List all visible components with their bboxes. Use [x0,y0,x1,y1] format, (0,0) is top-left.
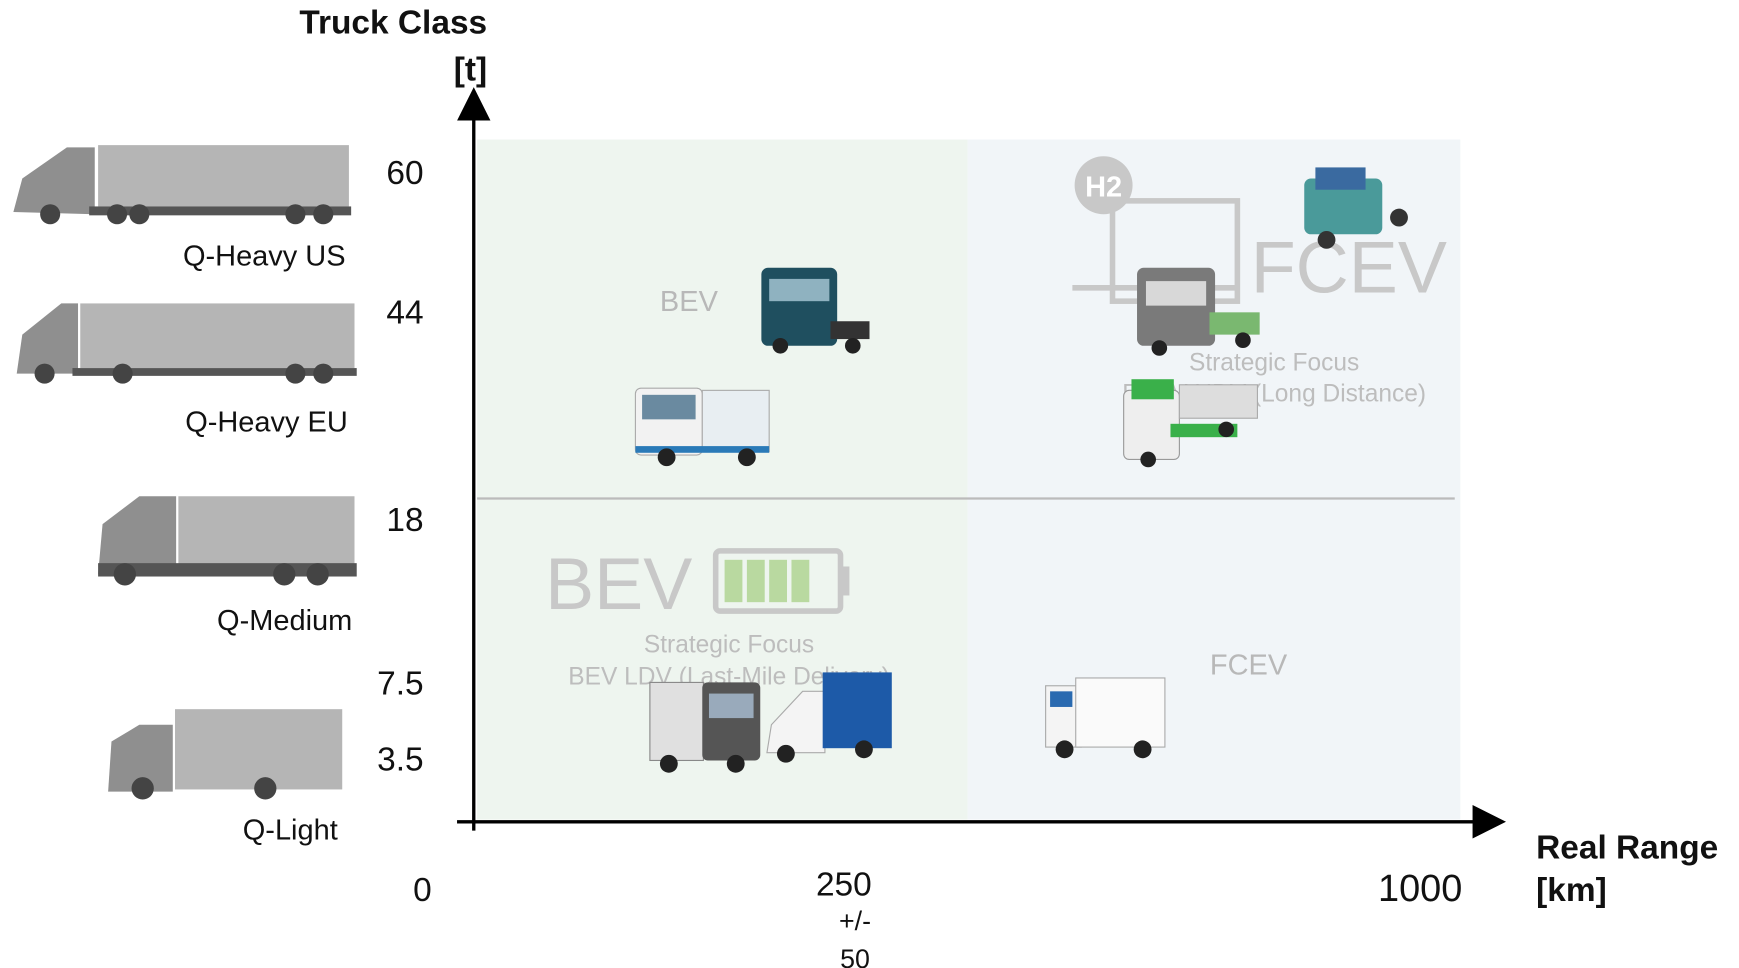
truck-icon [108,709,342,799]
page: {"y_axis": {"title": "Truck Class", "uni… [0,0,1739,968]
x-tick-tolerance: 50 [840,944,870,968]
truck-icon [13,145,351,224]
class-label: Q-Heavy US [183,241,346,273]
class-label: Q-Heavy EU [185,407,348,439]
truck-icon [17,303,357,383]
focus-title: Strategic Focus [1189,349,1359,376]
x-tick-label: 250 [816,866,872,903]
region-label: FCEV [1251,225,1447,308]
x-tick-label: 0 [413,872,432,909]
vehicle-icon [1046,678,1165,758]
y-axis-unit: [t] [454,51,487,88]
y-tick-label: 7.5 [377,666,423,703]
x-tick-tolerance: +/- [839,906,871,936]
y-tick-label: 3.5 [377,741,423,778]
vehicle-icon [650,682,760,772]
truck-icon [98,496,357,585]
class-label: Q-Medium [217,605,352,637]
diagram: Truck Class [t] Real Range [km] 60 44 18… [0,0,1739,968]
y-tick-label: 44 [386,294,423,331]
y-axis-title: Truck Class [299,5,487,42]
region-label: BEV [545,542,692,625]
region-label: FCEV [1210,650,1288,682]
y-tick-label: 18 [386,502,423,539]
x-tick-label: 1000 [1378,868,1462,910]
x-axis-unit: [km] [1536,872,1607,909]
x-axis-title: Real Range [1536,830,1718,867]
h2-text: H2 [1085,171,1122,203]
y-tick-label: 60 [386,155,423,192]
focus-title: Strategic Focus [644,631,814,658]
region-label: BEV [660,286,719,318]
class-label: Q-Light [243,815,338,847]
